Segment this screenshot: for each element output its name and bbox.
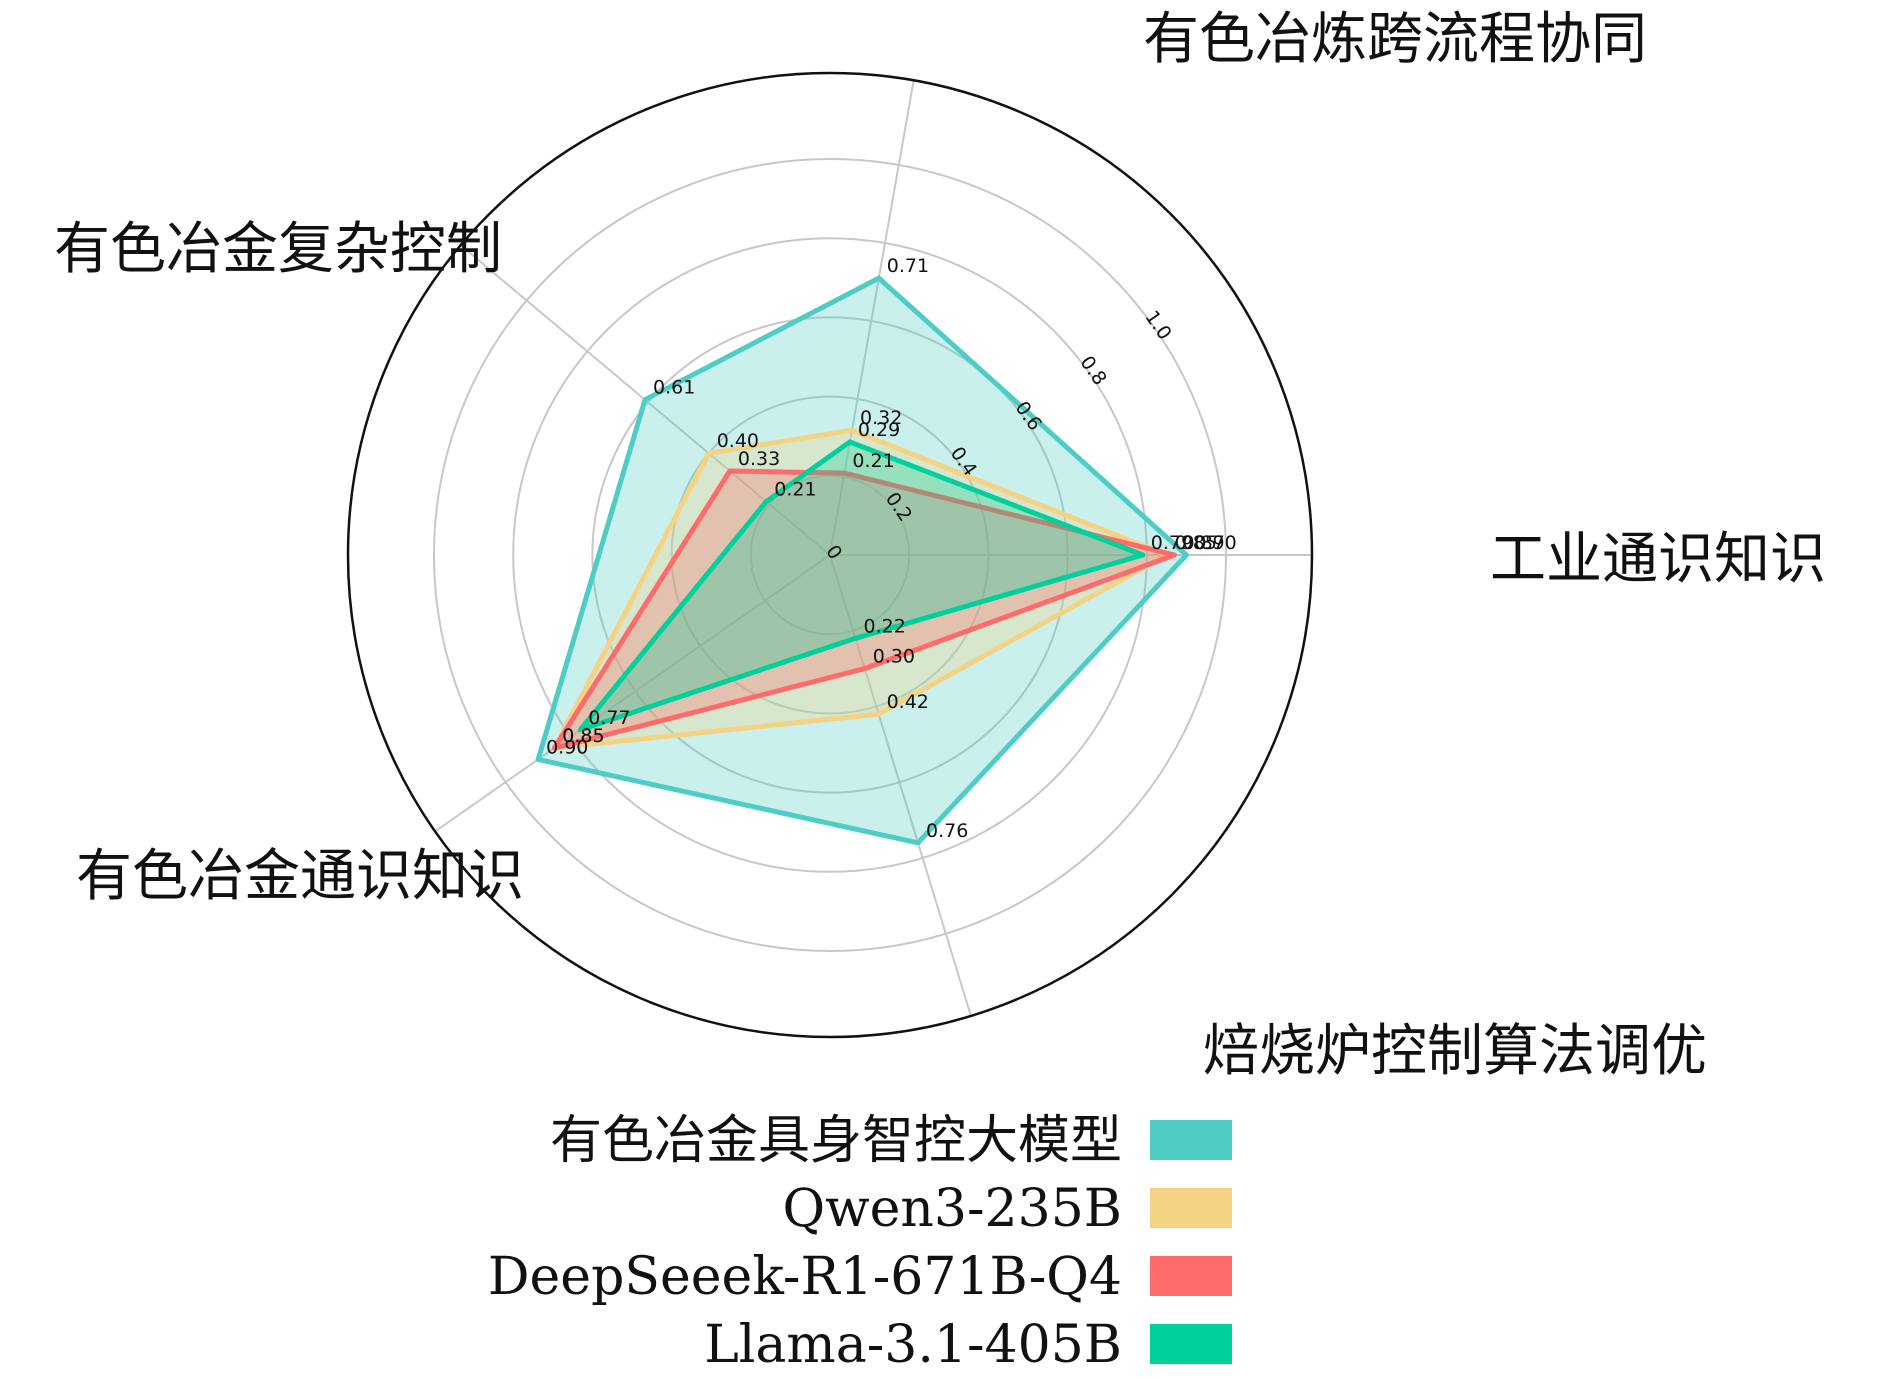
value-label-s2-a4: 0.30 [873, 646, 915, 668]
value-label-s1-a1: 0.32 [860, 407, 902, 429]
value-label-s2-a3: 0.85 [562, 725, 604, 747]
spoke-4 [829, 554, 972, 1017]
series-polygon-3 [577, 439, 1146, 733]
legend-label-2: DeepSeeek-R1-671B-Q4 [488, 1247, 1122, 1307]
spoke-3 [434, 554, 831, 833]
axis-label-1: 有色冶炼跨流程协同 [1143, 7, 1647, 72]
value-label-s2-a0: 0.87 [1183, 532, 1225, 554]
value-label-s3-a0: 0.79 [1151, 532, 1193, 554]
axis-label-4: 焙烧炉控制算法调优 [1203, 1019, 1707, 1084]
outer-frame [346, 71, 1314, 1039]
series-polygon-0 [535, 275, 1189, 846]
axis-label-0: 工业通识知识 [1490, 527, 1826, 592]
radial-tick-5: 1.0 [1140, 307, 1175, 344]
value-label-s2-a2: 0.33 [738, 448, 780, 470]
value-label-s1-a2: 0.40 [717, 430, 759, 452]
legend: 有色冶金具身智控大模型 Qwen3-235B DeepSeeek-R1-671B-Q… [488, 1111, 1232, 1375]
legend-label-3: Llama-3.1-405B [704, 1315, 1122, 1375]
legend-label-1: Qwen3-235B [782, 1179, 1122, 1239]
value-labels: 0.90 0.71 0.61 0.90 0.76 0.85 0.32 0.40 0.85 0.42… [546, 255, 1237, 842]
radar-grid [346, 71, 1314, 1039]
radial-tick-4: 0.8 [1076, 352, 1111, 389]
value-label-s0-a2: 0.61 [653, 377, 695, 399]
legend-swatch-3 [1150, 1324, 1232, 1364]
radar-series [535, 275, 1189, 846]
value-label-s0-a1: 0.71 [887, 255, 929, 277]
value-label-s3-a3: 0.77 [588, 707, 630, 729]
axis-label-3: 有色冶金通识知识 [76, 844, 524, 909]
axis-label-2: 有色冶金复杂控制 [54, 217, 502, 282]
value-label-s3-a1: 0.29 [858, 419, 900, 441]
series-polygon-2 [551, 468, 1177, 751]
value-label-s0-a4: 0.76 [926, 820, 968, 842]
value-label-s2-a1: 0.21 [852, 450, 894, 472]
value-label-s3-a2: 0.21 [774, 479, 816, 501]
legend-swatch-0 [1150, 1120, 1232, 1160]
value-label-s0-a3: 0.90 [546, 736, 588, 758]
legend-swatch-2 [1150, 1256, 1232, 1296]
value-label-s1-a0: 0.85 [1175, 532, 1217, 554]
legend-swatch-1 [1150, 1188, 1232, 1228]
value-label-s0-a0: 0.90 [1194, 532, 1236, 554]
legend-label-0: 有色冶金具身智控大模型 [550, 1111, 1122, 1171]
value-label-s1-a3: 0.85 [562, 725, 604, 747]
spoke-1 [829, 80, 915, 556]
value-label-s1-a4: 0.42 [887, 691, 929, 713]
value-label-s3-a4: 0.22 [864, 615, 906, 637]
